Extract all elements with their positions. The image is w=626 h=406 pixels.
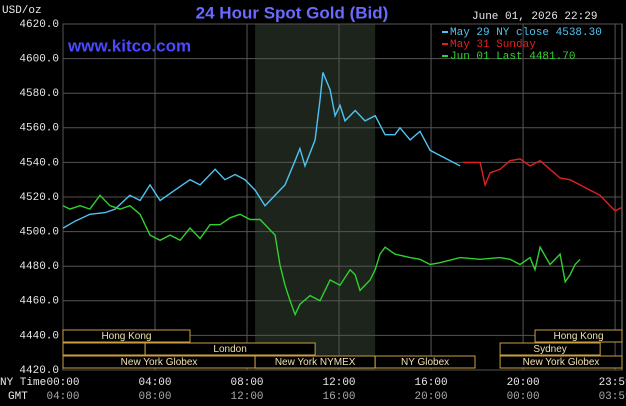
y-tick-label: 4540.0 (19, 157, 59, 169)
session-box (374, 355, 476, 369)
y-tick-label: 4560.0 (19, 123, 59, 135)
x2-tick-label: 08:00 (139, 391, 172, 403)
session-label: Hong Kong (553, 331, 603, 342)
y-tick-label: 4480.0 (19, 261, 59, 273)
y-tick-label: 4620.0 (19, 19, 59, 31)
session-box (534, 329, 623, 343)
x-tick-label: 04:00 (139, 377, 172, 389)
x-tick-label: 08:00 (231, 377, 264, 389)
session-box (499, 355, 623, 369)
x-tick-label: 16:00 (415, 377, 448, 389)
y-tick-label: 4520.0 (19, 192, 59, 204)
y-tick-label: 4460.0 (19, 296, 59, 308)
x-tick-label: 12:00 (323, 377, 356, 389)
session-box (499, 342, 601, 356)
x2-tick-label: 03:59 (599, 391, 626, 403)
chart-title: 24 Hour Spot Gold (Bid) (196, 3, 389, 22)
y-tick-label: 4500.0 (19, 227, 59, 239)
session-label: New York NYMEX (275, 357, 356, 368)
y-tick-label: 4600.0 (19, 54, 59, 66)
x2-tick-label: 12:00 (231, 391, 264, 403)
legend-label: May 31 Sunday (450, 39, 536, 51)
session-label: London (213, 344, 246, 355)
y-axis-label: USD/oz (2, 5, 42, 17)
y-tick-label: 4420.0 (19, 365, 59, 377)
y-tick-label: 4440.0 (19, 330, 59, 342)
session-label: New York Globex (523, 357, 600, 368)
x2-tick-label: 16:00 (323, 391, 356, 403)
x2-tick-label: 20:00 (415, 391, 448, 403)
x2-tick-label: 00:00 (507, 391, 540, 403)
session-box (62, 329, 191, 343)
series-line (62, 194, 581, 317)
x-axis-label: NY Time (0, 377, 46, 389)
session-box (62, 342, 146, 356)
x2-axis-label: GMT (8, 391, 28, 403)
session-label: Hong Kong (101, 331, 151, 342)
series-line (62, 72, 461, 229)
legend-label: Jun 01 Last 4481.70 (450, 51, 575, 63)
timestamp: June 01, 2026 22:29 (472, 11, 597, 23)
session-box (144, 342, 316, 356)
y-tick-label: 4580.0 (19, 88, 59, 100)
x-tick-label: 00:00 (46, 377, 79, 389)
x2-tick-label: 04:00 (46, 391, 79, 403)
session-label: NY Globex (401, 357, 449, 368)
session-label: Sydney (533, 344, 566, 355)
x-tick-label: 23:59 (599, 377, 626, 389)
x-tick-label: 20:00 (507, 377, 540, 389)
session-label: New York Globex (121, 357, 198, 368)
series-line (463, 158, 623, 212)
legend-label: May 29 NY close 4538.30 (450, 27, 602, 39)
website: www.kitco.com (67, 36, 191, 55)
